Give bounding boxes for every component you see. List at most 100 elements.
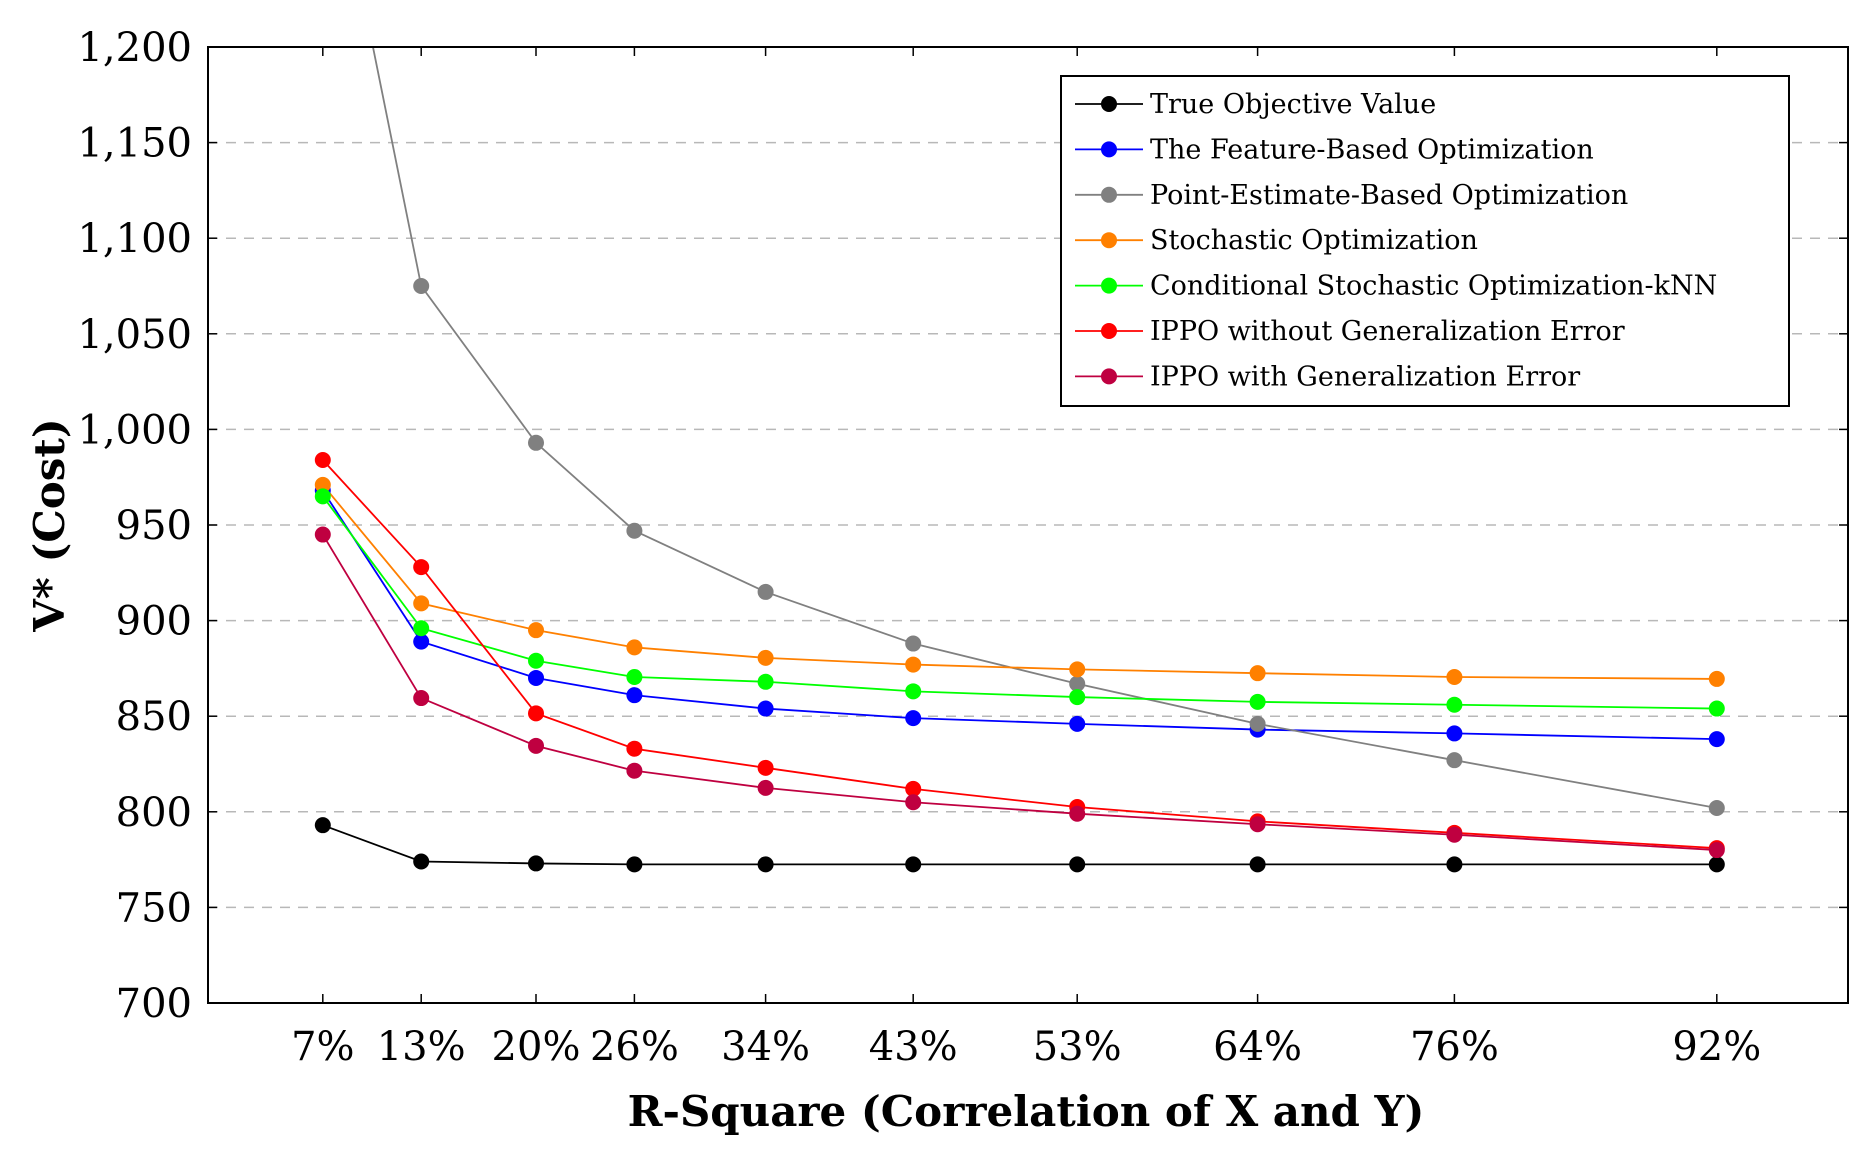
x-tick-label: 92% [1672, 1024, 1761, 1070]
data-point-point-estimate-based-optimization [1446, 752, 1463, 769]
data-point-stochastic-optimization [1708, 670, 1725, 687]
legend-label: Point-Estimate-Based Optimization [1150, 180, 1628, 211]
series-line-true-objective-value [322, 824, 1717, 866]
y-tick-label: 900 [116, 599, 192, 645]
y-tick-label: 1,050 [77, 312, 192, 358]
y-tick-label: 750 [116, 885, 192, 931]
data-point-ippo-with-generalization-error [528, 737, 544, 754]
legend-label: IPPO with Generalization Error [1150, 361, 1580, 392]
data-point-stochastic-optimization [1069, 661, 1086, 678]
data-point-ippo-without-generalization-error [626, 740, 643, 757]
data-point-stochastic-optimization [626, 639, 643, 656]
data-point-point-estimate-based-optimization [1708, 799, 1725, 816]
legend-marker [1101, 186, 1117, 203]
x-tick-label: 34% [721, 1024, 810, 1070]
data-point-point-estimate-based-optimization [1249, 715, 1266, 732]
data-point-conditional-stochastic-optimization-knn [1446, 696, 1463, 713]
legend-marker [1101, 368, 1117, 385]
data-point-true-objective-value [413, 853, 430, 870]
x-axis-label: R-Square (Correlation of X and Y) [628, 1087, 1425, 1136]
y-tick-label: 700 [116, 981, 192, 1027]
data-point-conditional-stochastic-optimization-knn [528, 652, 544, 669]
y-tick-label: 850 [116, 694, 192, 740]
data-point-point-estimate-based-optimization [528, 434, 544, 451]
x-tick-label: 53% [1033, 1024, 1122, 1070]
data-point-conditional-stochastic-optimization-knn [905, 683, 922, 700]
data-point-true-objective-value [1249, 856, 1266, 873]
x-tick-label: 7% [291, 1024, 354, 1070]
data-point-conditional-stochastic-optimization-knn [413, 620, 430, 637]
legend-box [1060, 75, 1790, 407]
data-point-the-feature-based-optimization [905, 710, 922, 727]
y-axis-label: V* (Cost) [25, 418, 74, 632]
data-point-point-estimate-based-optimization [905, 635, 922, 652]
y-tick-label: 1,000 [77, 407, 192, 453]
series-line-stochastic-optimization [322, 484, 1717, 680]
grid-lines [208, 141, 1848, 909]
data-point-true-objective-value [1708, 856, 1725, 873]
legend-label: Stochastic Optimization [1150, 225, 1478, 256]
data-point-the-feature-based-optimization [1446, 725, 1463, 742]
data-point-stochastic-optimization [1446, 669, 1463, 686]
x-tick-label: 76% [1410, 1024, 1499, 1070]
legend-marker [1101, 141, 1117, 158]
legend: True Objective Value The Feature-Based Op… [1060, 75, 1790, 407]
y-tick-label: 1,100 [77, 216, 192, 262]
data-point-conditional-stochastic-optimization-knn [1708, 700, 1725, 717]
data-point-ippo-with-generalization-error [314, 526, 331, 543]
data-point-conditional-stochastic-optimization-knn [1069, 689, 1086, 706]
data-point-stochastic-optimization [314, 476, 331, 493]
data-point-conditional-stochastic-optimization-knn [314, 488, 331, 505]
data-point-ippo-with-generalization-error [757, 779, 774, 796]
legend-marker [1101, 232, 1117, 249]
data-point-conditional-stochastic-optimization-knn [626, 669, 643, 686]
data-point-the-feature-based-optimization [626, 687, 643, 704]
legend-label: True Objective Value [1150, 89, 1436, 120]
data-point-ippo-without-generalization-error [757, 759, 774, 776]
x-tick-label: 26% [590, 1024, 679, 1070]
legend-marker [1101, 277, 1117, 294]
y-tick-label: 1,200 [77, 25, 192, 71]
data-point-ippo-without-generalization-error [314, 451, 331, 468]
series-markers [314, 278, 1725, 873]
data-point-ippo-without-generalization-error [528, 705, 544, 722]
data-point-true-objective-value [626, 856, 643, 873]
data-point-ippo-without-generalization-error [413, 559, 430, 576]
y-tick-label: 800 [116, 790, 192, 836]
data-point-ippo-with-generalization-error [1446, 826, 1463, 843]
x-tick-label: 20% [492, 1024, 581, 1070]
series-line-the-feature-based-optimization [322, 490, 1717, 741]
series-line-ippo-without-generalization-error [322, 459, 1717, 850]
data-point-point-estimate-based-optimization [626, 522, 643, 539]
data-point-point-estimate-based-optimization [757, 583, 774, 600]
data-point-true-objective-value [528, 855, 544, 872]
data-point-true-objective-value [757, 856, 774, 873]
data-point-stochastic-optimization [757, 649, 774, 666]
data-point-ippo-with-generalization-error [1249, 816, 1266, 833]
data-point-true-objective-value [1069, 856, 1086, 873]
data-point-stochastic-optimization [905, 656, 922, 673]
data-point-true-objective-value [314, 817, 331, 834]
series-line-ippo-with-generalization-error [322, 534, 1717, 851]
data-point-ippo-with-generalization-error [626, 762, 643, 779]
legend-label: The Feature-Based Optimization [1150, 134, 1594, 165]
y-tick-label: 1,150 [77, 121, 192, 167]
data-point-the-feature-based-optimization [528, 669, 544, 686]
data-point-point-estimate-based-optimization [413, 278, 430, 294]
data-point-stochastic-optimization [528, 622, 544, 639]
data-point-ippo-with-generalization-error [1069, 805, 1086, 822]
data-point-ippo-with-generalization-error [905, 794, 922, 811]
data-point-point-estimate-based-optimization [1069, 675, 1086, 692]
x-axis-ticks: 7% 13% 20% 26% 34% 43% 53% 64% 76% 92% [291, 47, 1761, 1070]
x-tick-label: 13% [377, 1024, 466, 1070]
data-point-the-feature-based-optimization [413, 633, 430, 650]
x-tick-label: 43% [869, 1024, 958, 1070]
data-point-true-objective-value [905, 856, 922, 873]
y-tick-label: 950 [116, 503, 192, 549]
data-point-true-objective-value [1446, 856, 1463, 873]
series-lines [322, 47, 1717, 866]
data-point-conditional-stochastic-optimization-knn [1249, 693, 1266, 710]
data-point-the-feature-based-optimization [1708, 731, 1725, 748]
legend-marker [1101, 323, 1117, 339]
